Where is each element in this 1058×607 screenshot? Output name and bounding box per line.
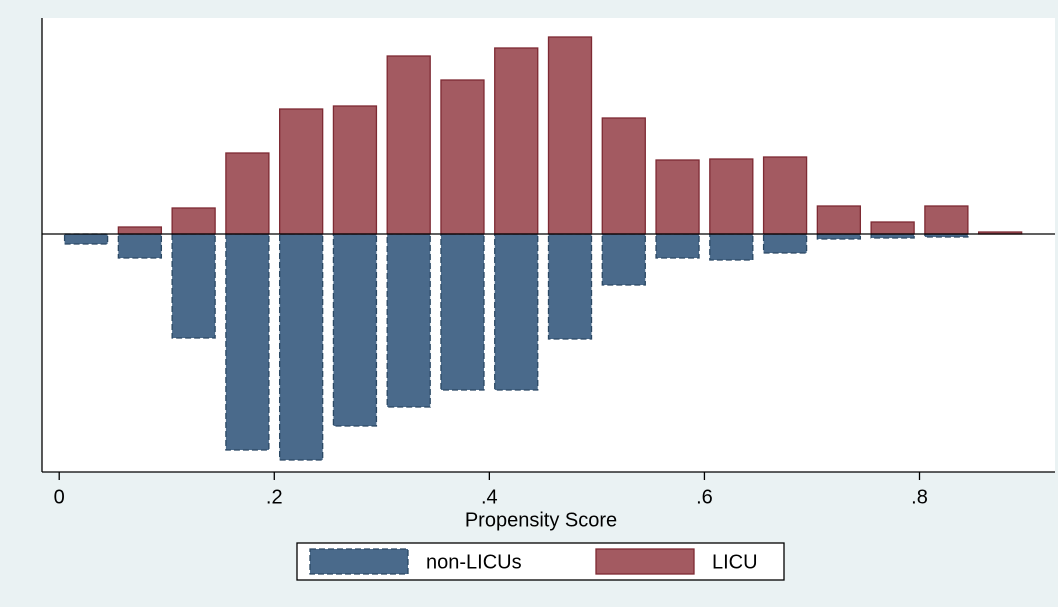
bar	[117, 226, 163, 235]
x-axis-label: Propensity Score	[465, 509, 617, 531]
bar	[494, 233, 539, 391]
bar	[494, 47, 539, 235]
bar	[171, 207, 216, 235]
bar	[117, 233, 163, 259]
x-tick-label: .8	[911, 486, 928, 508]
legend-swatch	[595, 548, 695, 575]
x-tick-label: .6	[696, 486, 713, 508]
bar	[225, 233, 270, 451]
bar	[547, 36, 593, 235]
bar	[709, 158, 754, 235]
bar	[386, 233, 431, 408]
bar	[171, 233, 216, 339]
bar	[440, 233, 485, 391]
bar	[601, 233, 646, 286]
bar	[332, 105, 378, 235]
bar	[279, 108, 324, 235]
bar	[225, 152, 270, 235]
bar	[655, 159, 700, 235]
bar	[870, 221, 915, 235]
legend-label: non-LICUs	[426, 551, 522, 573]
bar	[332, 233, 378, 427]
bar	[816, 205, 862, 235]
bar	[279, 233, 324, 461]
bar	[709, 233, 754, 261]
bar	[762, 233, 808, 254]
x-tick-label: .4	[481, 486, 498, 508]
x-tick-label: .2	[266, 486, 283, 508]
bar	[655, 233, 700, 259]
bar	[547, 233, 593, 340]
bar	[63, 233, 109, 245]
bar	[386, 55, 431, 235]
x-tick-label: 0	[54, 486, 65, 508]
bar	[924, 205, 969, 235]
bar	[816, 233, 862, 240]
legend-swatch	[309, 548, 409, 575]
legend-label: LICU	[712, 551, 758, 573]
bar	[440, 79, 485, 235]
bar	[601, 117, 646, 235]
bar	[762, 156, 808, 235]
